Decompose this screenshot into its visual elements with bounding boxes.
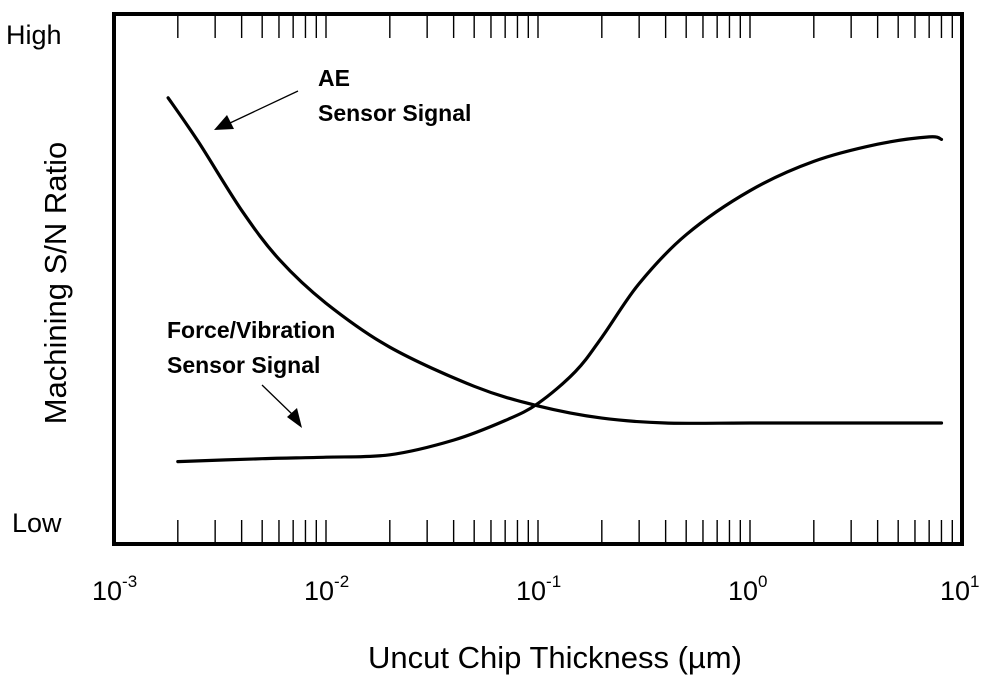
force-arrow-line bbox=[261, 384, 294, 416]
plot-frame bbox=[112, 12, 964, 546]
x-tick-labels: 10-3 10-2 10-1 100 101 bbox=[92, 572, 980, 606]
x-tick-label: 10-1 bbox=[516, 572, 561, 606]
force-arrow-head bbox=[287, 408, 302, 428]
force-label-line-2: Sensor Signal bbox=[167, 352, 320, 378]
ae-label-line-1: AE bbox=[318, 65, 350, 91]
ae-arrow-line bbox=[229, 90, 299, 124]
x-minor-ticks bbox=[177, 14, 953, 544]
x-tick-label: 10-3 bbox=[92, 572, 137, 606]
ae-label-line-2: Sensor Signal bbox=[318, 100, 471, 126]
y-tick-label-low: Low bbox=[12, 508, 62, 538]
x-tick-label: 101 bbox=[940, 572, 980, 606]
x-tick-label: 10-2 bbox=[304, 572, 349, 606]
annotation-ae: AE Sensor Signal bbox=[214, 65, 471, 130]
series-curves bbox=[166, 96, 944, 464]
ae-sensor-signal-curve bbox=[166, 96, 944, 425]
x-tick-label: 100 bbox=[728, 572, 768, 606]
x-axis-label: Uncut Chip Thickness (µm) bbox=[368, 640, 742, 675]
force-label-line-1: Force/Vibration bbox=[167, 317, 335, 343]
y-tick-label-high: High bbox=[6, 20, 62, 50]
annotation-force-vibration: Force/Vibration Sensor Signal bbox=[167, 317, 335, 428]
ae-arrow-head bbox=[214, 115, 234, 130]
y-axis-label: Machining S/N Ratio bbox=[38, 142, 73, 425]
force-vibration-sensor-signal-curve bbox=[176, 135, 944, 464]
